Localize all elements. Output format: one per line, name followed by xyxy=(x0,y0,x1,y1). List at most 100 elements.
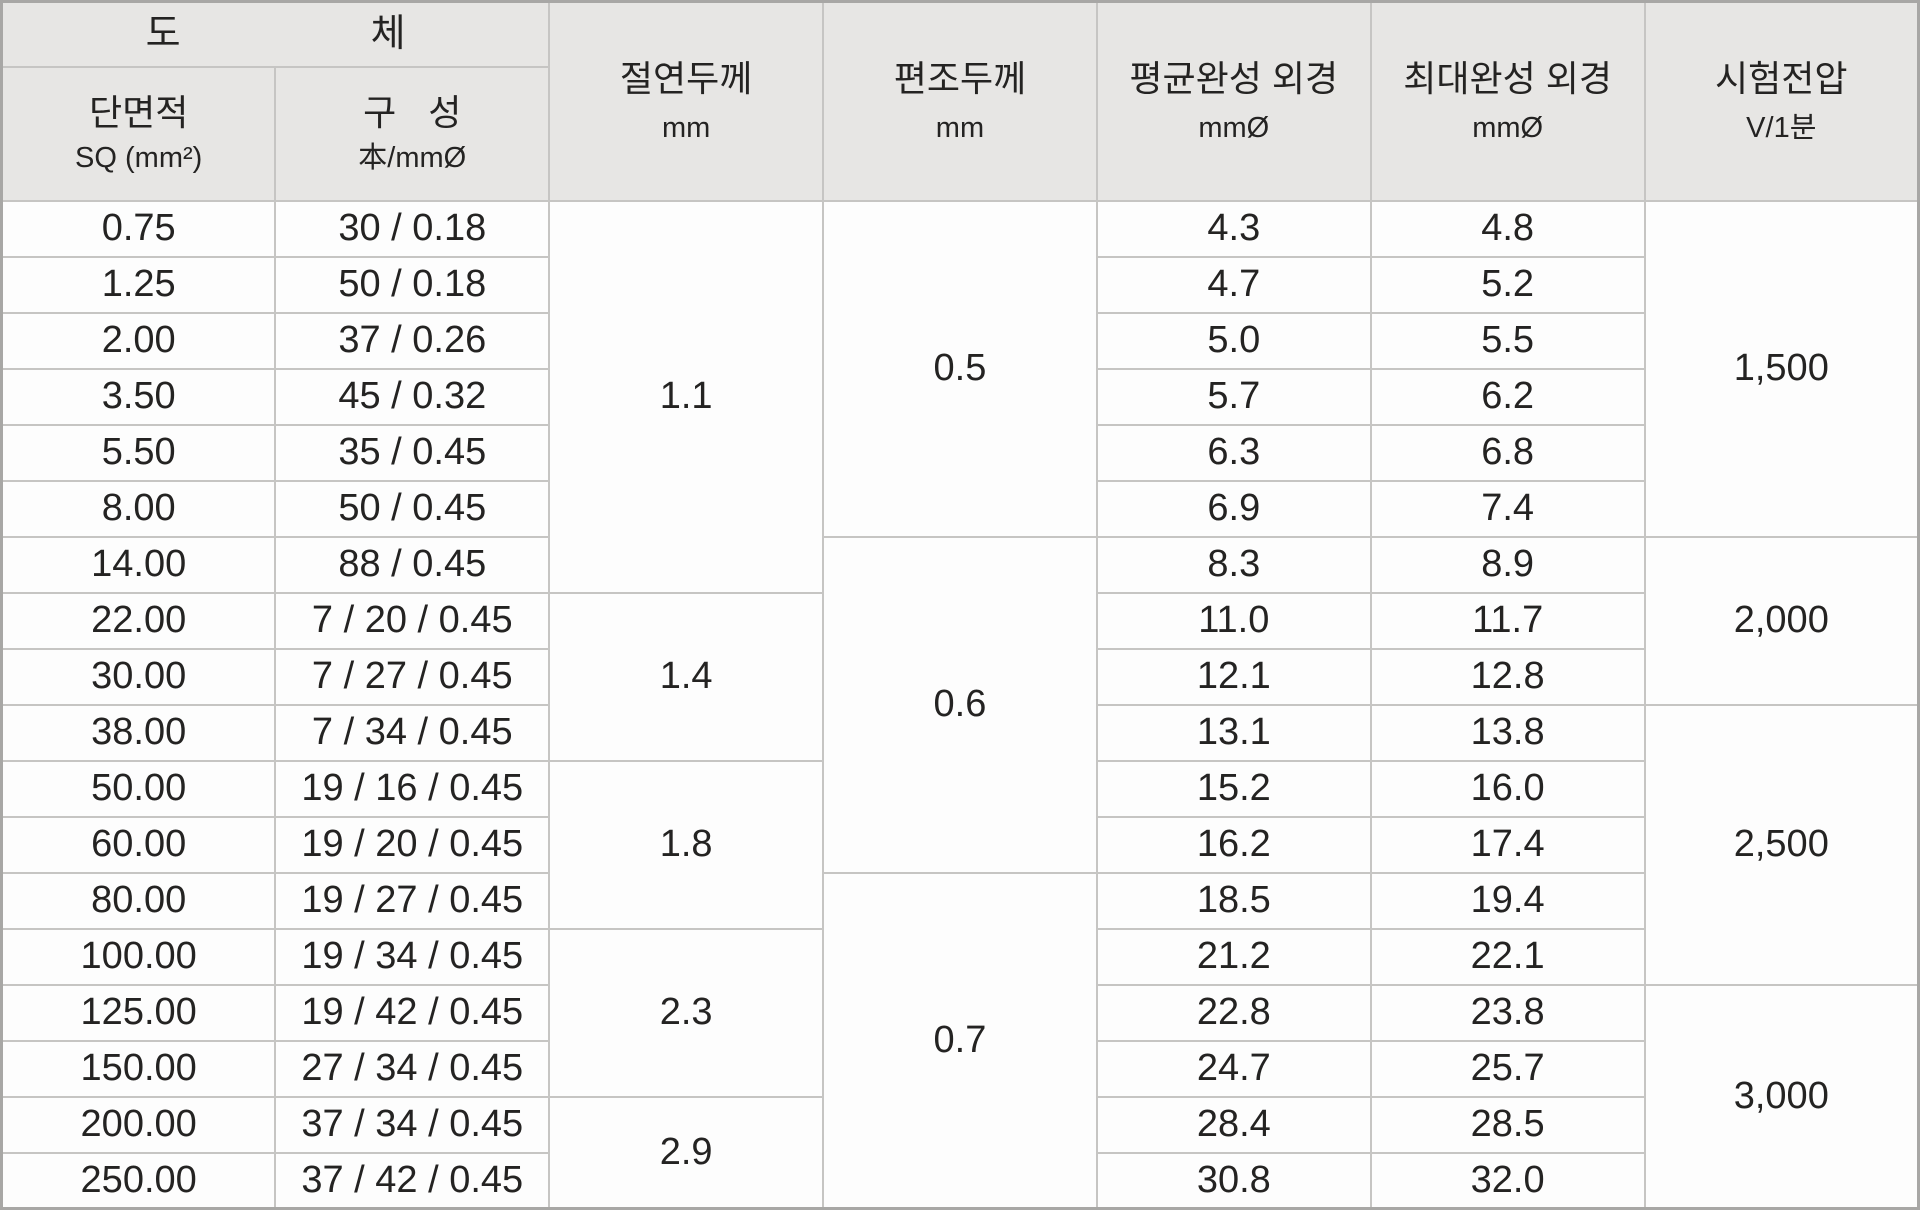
cell-composition: 19 / 27 / 0.45 xyxy=(274,871,551,930)
header-avg-od-unit: mmØ xyxy=(1198,112,1270,144)
cell-cross-section: 80.00 xyxy=(0,871,277,930)
cell-composition: 30 / 0.18 xyxy=(274,199,551,258)
header-max-od: 최대완성 외경 mmØ xyxy=(1369,0,1646,202)
cell-test-voltage: 2,000 xyxy=(1643,535,1920,706)
cell-cross-section: 30.00 xyxy=(0,647,277,706)
table-row: 150.00 27 / 34 / 0.45 24.7 25.7 xyxy=(0,1039,1919,1098)
cell-avg-od: 13.1 xyxy=(1095,703,1372,762)
cell-cross-section: 14.00 xyxy=(0,535,277,594)
cell-braid-thickness: 0.7 xyxy=(822,871,1098,1210)
cell-composition: 45 / 0.32 xyxy=(274,367,551,426)
header-composition-unit: 本/mmØ xyxy=(358,142,467,175)
cell-composition: 37 / 42 / 0.45 xyxy=(274,1151,551,1210)
cell-avg-od: 18.5 xyxy=(1095,871,1372,930)
cell-cross-section: 250.00 xyxy=(0,1151,277,1210)
cell-cross-section: 60.00 xyxy=(0,815,277,874)
cell-max-od: 11.7 xyxy=(1369,591,1646,650)
cell-insulation-thickness: 1.1 xyxy=(548,199,825,594)
cell-composition: 37 / 0.26 xyxy=(274,311,551,370)
table-row: 22.00 7 / 20 / 0.45 1.4 11.0 11.7 xyxy=(0,591,1919,762)
header-avg-od-title: 평균완성 외경 xyxy=(1129,57,1339,99)
cell-cross-section: 38.00 xyxy=(0,703,277,762)
cell-max-od: 25.7 xyxy=(1369,1039,1646,1098)
header-avg-od: 평균완성 외경 mmØ xyxy=(1095,0,1372,202)
cell-test-voltage: 2,500 xyxy=(1643,703,1920,986)
header-conductor-label: 도 체 xyxy=(3,15,548,53)
cell-max-od: 6.2 xyxy=(1369,367,1646,426)
header-insulation-unit: mm xyxy=(661,112,711,144)
table-row: 5.50 35 / 0.45 6.3 6.8 xyxy=(0,423,1919,482)
cell-cross-section: 0.75 xyxy=(0,199,277,258)
cell-max-od: 8.9 xyxy=(1369,535,1646,594)
table-row: 200.00 37 / 34 / 0.45 2.9 28.4 28.5 xyxy=(0,1095,1919,1210)
cell-composition: 37 / 34 / 0.45 xyxy=(274,1095,551,1154)
header-composition: 구 성 本/mmØ xyxy=(274,65,551,202)
header-row-sub: 단면적 SQ (mm²) 구 성 本/mmØ xyxy=(0,65,1919,202)
table-row: 14.00 88 / 0.45 0.6 8.3 8.9 2,000 xyxy=(0,535,1920,874)
cell-composition: 27 / 34 / 0.45 xyxy=(274,1039,551,1098)
table-row: 8.00 50 / 0.45 6.9 7.4 xyxy=(0,479,1919,538)
cell-insulation-thickness: 1.4 xyxy=(548,591,825,762)
cell-insulation-thickness: 1.8 xyxy=(548,759,825,930)
cell-braid-thickness: 0.6 xyxy=(822,535,1098,874)
cell-avg-od: 6.9 xyxy=(1095,479,1372,538)
header-braid-title: 편조두께 xyxy=(893,57,1027,99)
cell-max-od: 5.2 xyxy=(1369,255,1646,314)
cell-cross-section: 125.00 xyxy=(0,983,277,1042)
cell-avg-od: 28.4 xyxy=(1095,1095,1372,1154)
cell-max-od: 5.5 xyxy=(1369,311,1646,370)
header-conductor-right: 체 xyxy=(370,13,406,56)
cell-cross-section: 5.50 xyxy=(0,423,277,482)
cell-max-od: 19.4 xyxy=(1369,871,1646,930)
header-conductor-left: 도 xyxy=(145,13,181,56)
cell-max-od: 12.8 xyxy=(1369,647,1646,706)
table-row: 1.25 50 / 0.18 4.7 5.2 xyxy=(0,255,1919,314)
header-cross-section: 단면적 SQ (mm²) xyxy=(0,65,277,202)
cell-max-od: 6.8 xyxy=(1369,423,1646,482)
header-test-voltage: 시험전압 V/1분 xyxy=(1643,0,1920,202)
cell-avg-od: 5.7 xyxy=(1095,367,1372,426)
header-cross-section-unit: SQ (mm²) xyxy=(75,142,203,175)
table-row: 100.00 19 / 34 / 0.45 2.3 21.2 22.1 xyxy=(0,927,1919,1098)
table-header: 도 체 절연두께 mm 편조두께 mm 평균완성 외경 mmØ xyxy=(0,0,1920,202)
cell-composition: 7 / 20 / 0.45 xyxy=(274,591,551,650)
cell-cross-section: 3.50 xyxy=(0,367,277,426)
cell-avg-od: 16.2 xyxy=(1095,815,1372,874)
header-insulation-title: 절연두께 xyxy=(619,57,753,99)
header-composition-title: 구 성 xyxy=(363,91,462,133)
cell-cross-section: 100.00 xyxy=(0,927,277,986)
cell-avg-od: 15.2 xyxy=(1095,759,1372,818)
header-max-od-unit: mmØ xyxy=(1472,112,1544,144)
cell-avg-od: 6.3 xyxy=(1095,423,1372,482)
cell-avg-od: 5.0 xyxy=(1095,311,1372,370)
header-max-od-title: 최대완성 외경 xyxy=(1403,57,1612,99)
cell-composition: 35 / 0.45 xyxy=(274,423,551,482)
table-row: 50.00 19 / 16 / 0.45 1.8 15.2 16.0 xyxy=(0,759,1919,930)
cell-cross-section: 22.00 xyxy=(0,591,277,650)
header-test-voltage-title: 시험전압 xyxy=(1715,57,1848,99)
cell-test-voltage: 3,000 xyxy=(1643,983,1920,1210)
cell-insulation-thickness: 2.9 xyxy=(548,1095,825,1210)
table-row: 80.00 19 / 27 / 0.45 0.7 18.5 19.4 xyxy=(0,871,1919,1210)
cell-avg-od: 4.3 xyxy=(1095,199,1372,258)
table-row: 125.00 19 / 42 / 0.45 22.8 23.8 3,000 xyxy=(0,983,1920,1210)
cell-avg-od: 11.0 xyxy=(1095,591,1372,650)
cell-composition: 19 / 42 / 0.45 xyxy=(274,983,551,1042)
cell-composition: 7 / 34 / 0.45 xyxy=(274,703,551,762)
cell-max-od: 7.4 xyxy=(1369,479,1646,538)
table-row: 38.00 7 / 34 / 0.45 13.1 13.8 2,500 xyxy=(0,703,1920,986)
cell-braid-thickness: 0.5 xyxy=(822,199,1098,538)
cell-max-od: 16.0 xyxy=(1369,759,1646,818)
cell-max-od: 17.4 xyxy=(1369,815,1646,874)
cell-composition: 19 / 34 / 0.45 xyxy=(274,927,551,986)
cell-max-od: 13.8 xyxy=(1369,703,1646,762)
cell-composition: 7 / 27 / 0.45 xyxy=(274,647,551,706)
table-body: 0.75 30 / 0.18 1.1 0.5 4.3 4.8 1,500 1.25 50 / 0… xyxy=(0,199,1920,1210)
header-row-top: 도 체 절연두께 mm 편조두께 mm 평균완성 외경 mmØ xyxy=(0,0,1920,202)
cell-insulation-thickness: 2.3 xyxy=(548,927,825,1098)
cell-composition: 19 / 16 / 0.45 xyxy=(274,759,551,818)
cell-test-voltage: 1,500 xyxy=(1643,199,1920,538)
cell-cross-section: 150.00 xyxy=(0,1039,277,1098)
header-insulation-thickness: 절연두께 mm xyxy=(548,0,825,202)
